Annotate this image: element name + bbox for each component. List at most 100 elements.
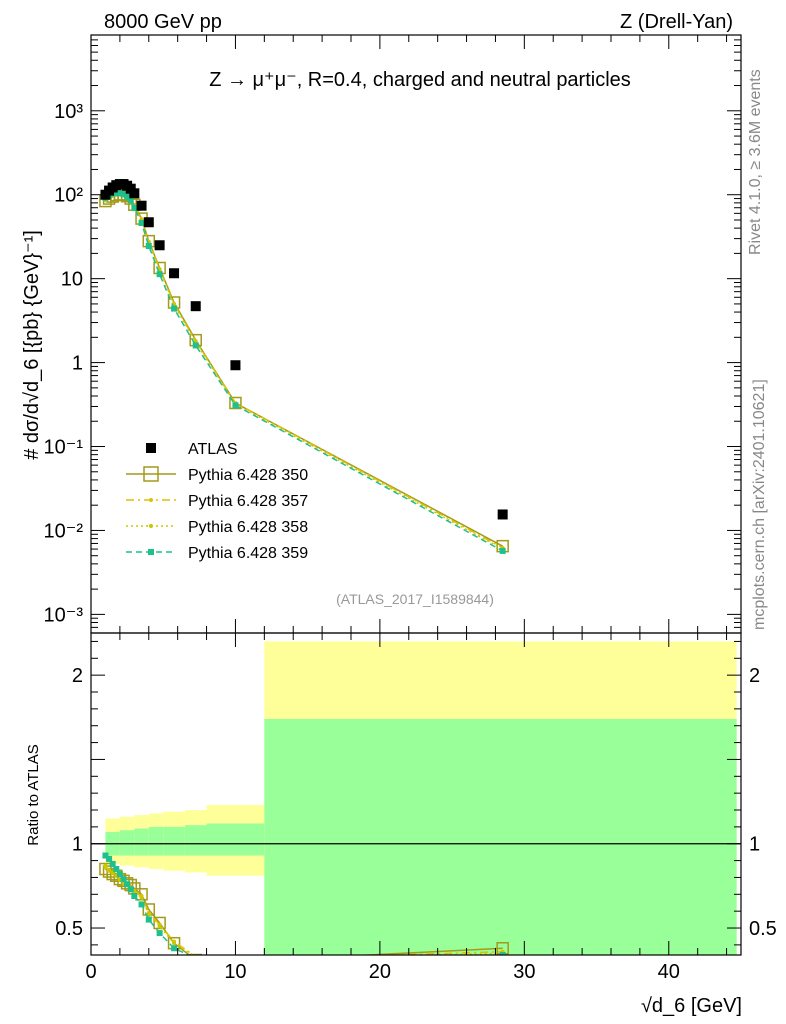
y-tick-label-main-6: 10³ [54, 101, 83, 123]
x-tick-label-0: 0 [85, 961, 96, 983]
atlas-point-8 [129, 188, 140, 199]
main-point-s3-10 [145, 242, 152, 249]
ratio-point-s3-13 [193, 955, 199, 961]
header-right: Z (Drell-Yan) [620, 11, 733, 33]
legend-label-2: Pythia 6.428 358 [188, 519, 308, 536]
main-point-s3-8 [131, 204, 138, 211]
analysis-tag: (ATLAS_2017_I1589844) [336, 591, 494, 607]
y-tick-label-ratio-left-1: 1 [72, 834, 83, 856]
ratio-band-inner-6 [206, 823, 265, 856]
main-point-s3-7 [127, 197, 134, 204]
x-tick-label-40: 40 [658, 961, 680, 983]
y-tick-label-ratio-right-1: 1 [749, 834, 760, 856]
rivet-version-label: Rivet 4.1.0, ≥ 3.6M events [747, 69, 764, 255]
ratio-point-s0-5 [117, 874, 130, 888]
legend-label-atlas: ATLAS [188, 441, 238, 458]
ratio-series-layer [99, 852, 509, 961]
ratio-band-inner-3 [148, 826, 164, 856]
x-tick-label-20: 20 [369, 961, 391, 983]
y-tick-label-main-0: 10⁻³ [44, 604, 84, 626]
atlas-point-12 [169, 268, 180, 279]
atlas-data-points [100, 179, 508, 520]
x-tick-label-30: 30 [513, 961, 535, 983]
y-tick-label-main-2: 10⁻¹ [44, 437, 84, 459]
axis-tick-labels: 0 10 20 30 40 10⁻³ 10⁻² 10⁻¹ 1 10 10² 10³ 0.5 0.5 1 1 2 2 [44, 101, 777, 983]
main-series-layer [99, 188, 509, 554]
legend-marker-2 [149, 524, 153, 528]
main-point-s3-14 [232, 402, 239, 409]
header-left: 8000 GeV pp [104, 11, 222, 33]
atlas-point-14 [230, 360, 241, 371]
y-tick-label-main-4: 10 [61, 269, 83, 291]
main-point-s3-9 [138, 220, 145, 227]
ratio-point-s3-4 [116, 871, 123, 878]
ratio-point-s3-6 [124, 881, 131, 888]
ratio-frame [90, 632, 742, 956]
ratio-point-s3-2 [109, 860, 116, 867]
ratio-band-inner-1 [119, 830, 135, 856]
y-tick-label-ratio-right-2: 2 [749, 665, 760, 687]
ratio-point-s3-10 [145, 916, 152, 923]
x-axis-label: √d_6 [GeV] [641, 995, 742, 1017]
legend-marker-1 [149, 498, 153, 502]
ratio-point-s2-0 [103, 863, 108, 868]
ratio-point-s0-13 [189, 953, 202, 955]
axis-ticks [90, 34, 741, 955]
ratio-point-s3-3 [113, 866, 120, 873]
atlas-point-9 [136, 200, 147, 211]
ratio-uncertainty-bands [105, 641, 737, 955]
y-tick-label-ratio-left-2: 2 [72, 665, 83, 687]
x-tick-label-10: 10 [224, 961, 246, 983]
ratio-point-s3-5 [120, 876, 127, 883]
ratio-band-inner-5 [184, 825, 207, 856]
mcplots-label: mcplots.cern.ch [arXiv:2401.10621] [751, 379, 768, 630]
ratio-point-s2-11 [157, 924, 162, 929]
main-point-s3-11 [156, 271, 163, 278]
ratio-point-s3-1 [106, 855, 113, 862]
main-point-s3-12 [171, 305, 178, 312]
legend: ATLAS Pythia 6.428 350 Pythia 6.428 357 Pyt… [126, 441, 308, 562]
y-tick-label-main-3: 1 [72, 353, 83, 375]
y-tick-label-ratio-left-0: 0.5 [55, 918, 83, 940]
ratio-point-s3-12 [171, 945, 178, 952]
atlas-point-11 [154, 240, 165, 251]
y-axis-label-main: # dσ/d√d_6 [{pb} {GeV}⁻¹] [21, 230, 43, 460]
legend-marker-3 [148, 549, 154, 555]
main-point-s3-5 [120, 191, 127, 198]
y-tick-label-main-5: 10² [54, 185, 83, 207]
ratio-band-inner-2 [134, 828, 149, 856]
ratio-band-inner-7 [264, 718, 737, 955]
atlas-point-13 [190, 301, 201, 312]
y-tick-label-main-1: 10⁻² [44, 520, 84, 542]
ratio-point-s3-11 [156, 930, 163, 937]
main-point-s0-14 [229, 396, 242, 410]
ratio-point-s3-8 [131, 892, 138, 899]
ratio-band-inner-4 [163, 826, 185, 856]
ratio-point-s2-10 [146, 912, 151, 917]
main-point-s3-15 [499, 547, 506, 554]
y-axis-label-ratio: Ratio to ATLAS [25, 744, 42, 845]
main-point-s3-4 [116, 190, 123, 197]
ratio-point-s2-9 [139, 895, 144, 900]
legend-label-3: Pythia 6.428 359 [188, 545, 308, 562]
plot-frames [90, 34, 742, 956]
legend-marker-0 [143, 466, 159, 482]
main-point-s3-3 [113, 189, 120, 196]
legend-marker-atlas [146, 443, 156, 453]
ratio-point-s3-9 [138, 901, 145, 908]
main-point-s3-13 [192, 342, 199, 349]
legend-label-0: Pythia 6.428 350 [188, 467, 308, 484]
main-point-s3-6 [124, 193, 131, 200]
legend-label-1: Pythia 6.428 357 [188, 493, 308, 510]
plot-title: Z → μ⁺μ⁻, R=0.4, charged and neutral par… [209, 69, 631, 91]
ratio-point-s2-12 [172, 941, 177, 946]
ratio-point-s3-7 [127, 886, 134, 893]
y-tick-label-ratio-right-0: 0.5 [749, 918, 777, 940]
ratio-point-s0-11 [153, 916, 166, 930]
atlas-point-10 [143, 217, 154, 228]
ratio-point-s2-1 [107, 867, 112, 872]
atlas-point-15 [497, 509, 508, 520]
ratio-point-s3-0 [102, 852, 109, 859]
ratio-point-s3-15 [499, 952, 506, 955]
